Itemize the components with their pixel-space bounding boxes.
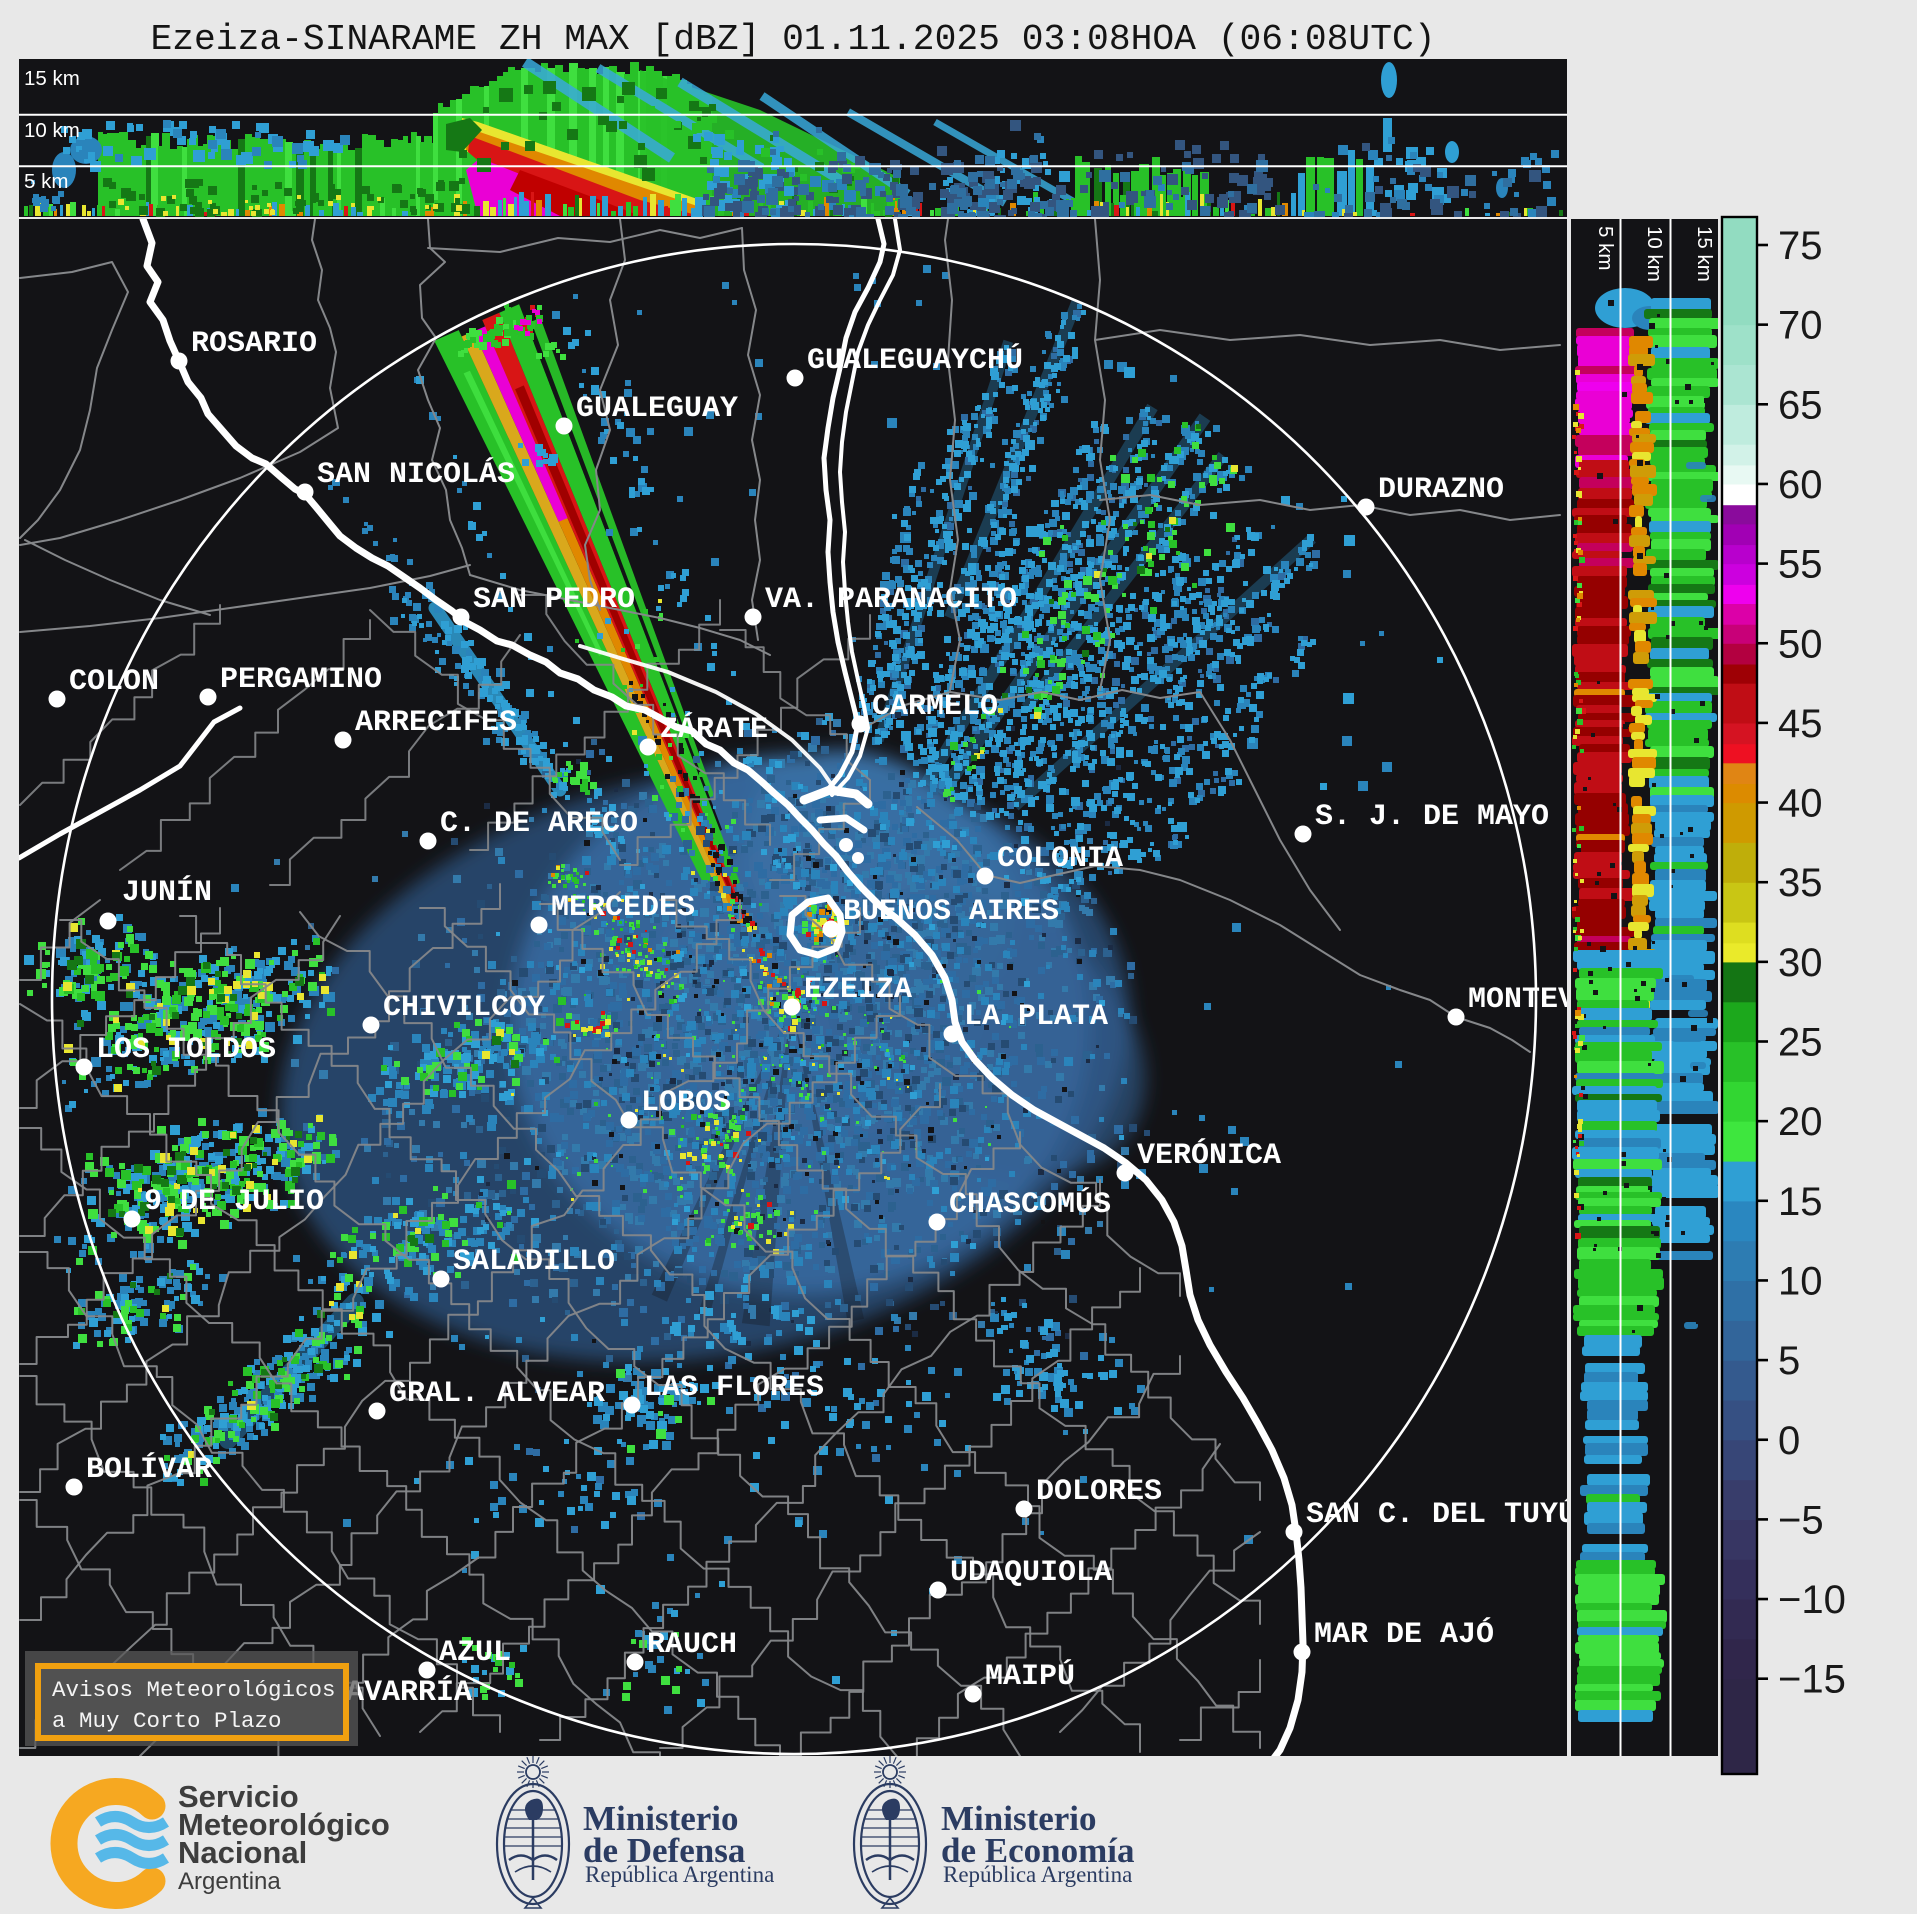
svg-text:30: 30 [1778,941,1823,985]
svg-text:ARRECIFES: ARRECIFES [355,706,517,740]
svg-text:GUALEGUAYCHÚ: GUALEGUAYCHÚ [807,343,1023,378]
svg-text:de Economía: de Economía [941,1831,1134,1870]
svg-text:25: 25 [1778,1021,1823,1065]
svg-text:GRAL. ALVEAR: GRAL. ALVEAR [389,1377,605,1411]
svg-text:GUALEGUAY: GUALEGUAY [576,392,738,426]
svg-text:República Argentina: República Argentina [943,1862,1132,1887]
svg-text:−15: −15 [1778,1658,1846,1702]
svg-text:UDAQUIOLA: UDAQUIOLA [950,1556,1112,1590]
svg-text:Argentina: Argentina [178,1868,281,1895]
svg-text:10 km: 10 km [1643,226,1666,282]
svg-text:LAS FLORES: LAS FLORES [644,1371,824,1405]
svg-text:C. DE ARECO: C. DE ARECO [440,807,638,841]
svg-text:15 km: 15 km [24,67,80,90]
svg-text:5 km: 5 km [1594,226,1617,270]
svg-text:Ezeiza-SINARAME ZH MAX [dBZ] 0: Ezeiza-SINARAME ZH MAX [dBZ] 01.11.2025 … [150,19,1435,60]
svg-text:AZUL: AZUL [439,1636,511,1670]
svg-text:Nacional: Nacional [178,1835,307,1870]
svg-text:9 DE JULIO: 9 DE JULIO [144,1185,324,1219]
svg-text:BOLÍVAR: BOLÍVAR [86,1452,212,1487]
svg-text:PERGAMINO: PERGAMINO [220,663,382,697]
svg-text:VERÓNICA: VERÓNICA [1137,1138,1281,1173]
svg-text:MERCEDES: MERCEDES [551,891,695,925]
svg-text:10 km: 10 km [24,119,80,142]
svg-text:MAIPÚ: MAIPÚ [985,1659,1075,1694]
svg-text:55: 55 [1778,543,1823,587]
svg-text:5 km: 5 km [24,170,68,193]
svg-text:Ministerio: Ministerio [941,1799,1097,1838]
svg-text:15: 15 [1778,1180,1823,1224]
svg-text:Meteorológico: Meteorológico [178,1807,390,1842]
svg-text:S. J. DE MAYO: S. J. DE MAYO [1315,800,1549,834]
svg-text:70: 70 [1778,304,1823,348]
svg-text:ZÁRATE: ZÁRATE [660,712,768,747]
svg-text:República Argentina: República Argentina [585,1862,774,1887]
svg-text:Avisos Meteorológicos: Avisos Meteorológicos [52,1677,336,1703]
svg-text:0: 0 [1778,1419,1800,1463]
svg-text:SAN PEDRO: SAN PEDRO [473,583,635,617]
svg-text:COLON: COLON [69,665,159,699]
svg-text:MAR DE AJÓ: MAR DE AJÓ [1314,1617,1494,1652]
svg-text:15 km: 15 km [1693,226,1716,282]
svg-text:Ministerio: Ministerio [583,1799,739,1838]
svg-text:JUNÍN: JUNÍN [122,875,212,910]
svg-text:75: 75 [1778,224,1823,268]
svg-text:20: 20 [1778,1100,1823,1144]
svg-text:EZEIZA: EZEIZA [804,973,912,1007]
svg-text:a Muy Corto Plazo: a Muy Corto Plazo [52,1708,282,1734]
svg-text:Servicio: Servicio [178,1779,299,1814]
svg-text:5: 5 [1778,1339,1800,1383]
svg-text:45: 45 [1778,702,1823,746]
svg-text:60: 60 [1778,463,1823,507]
svg-text:LA PLATA: LA PLATA [964,1000,1108,1034]
svg-text:CARMELO: CARMELO [872,690,998,724]
svg-text:SAN C. DEL TUYÚ: SAN C. DEL TUYÚ [1306,1497,1576,1532]
svg-text:DOLORES: DOLORES [1036,1475,1162,1509]
svg-text:ROSARIO: ROSARIO [191,327,317,361]
svg-text:35: 35 [1778,861,1823,905]
svg-text:RAUCH: RAUCH [647,1628,737,1662]
svg-text:−10: −10 [1778,1578,1846,1622]
svg-text:SALADILLO: SALADILLO [453,1245,615,1279]
svg-text:CHIVILCOY: CHIVILCOY [383,991,545,1025]
svg-text:50: 50 [1778,622,1823,666]
svg-text:LOBOS: LOBOS [641,1086,731,1120]
svg-text:SAN NICOLÁS: SAN NICOLÁS [317,457,515,492]
svg-text:CHASCOMÚS: CHASCOMÚS [949,1187,1111,1222]
svg-text:DURAZNO: DURAZNO [1378,473,1504,507]
svg-text:LOS TOLDOS: LOS TOLDOS [96,1033,276,1067]
svg-text:COLONIA: COLONIA [997,842,1123,876]
svg-text:MONTEVIDEO: MONTEVIDEO [1468,983,1648,1017]
svg-text:de Defensa: de Defensa [583,1831,745,1870]
svg-text:40: 40 [1778,782,1823,826]
svg-text:VA. PARANACITO: VA. PARANACITO [765,583,1017,617]
svg-text:−5: −5 [1778,1498,1824,1542]
svg-text:65: 65 [1778,383,1823,427]
svg-text:10: 10 [1778,1259,1823,1303]
svg-text:BUENOS AIRES: BUENOS AIRES [843,895,1059,929]
